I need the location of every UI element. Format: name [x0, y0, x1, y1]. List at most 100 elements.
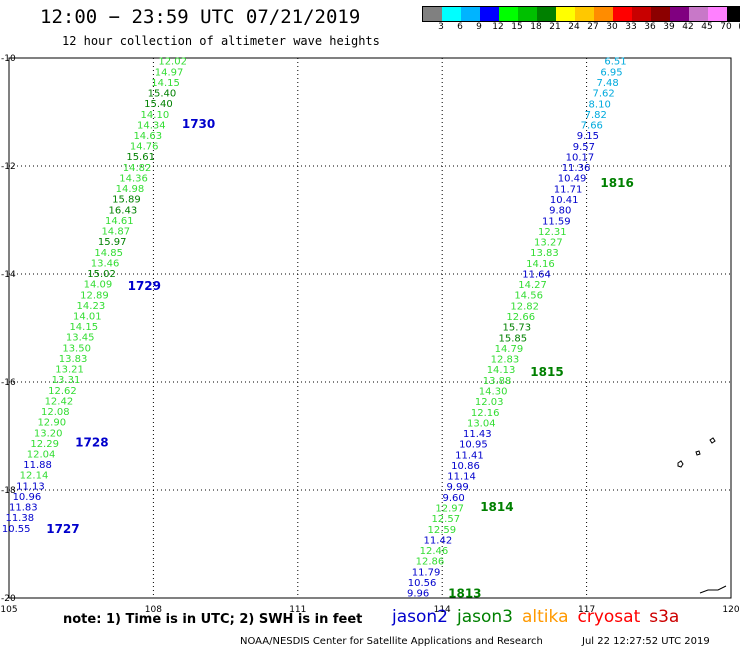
wave-height-value: 13.50 [62, 343, 91, 354]
wave-height-value: 11.64 [522, 269, 551, 280]
wave-height-value: 9.96 [407, 589, 429, 600]
wave-height-value: 10.56 [408, 578, 437, 589]
wave-height-value: 7.82 [585, 110, 607, 121]
wave-height-value: 13.27 [534, 238, 563, 249]
wave-height-value: 9.99 [446, 482, 468, 493]
wave-height-value: 7.48 [596, 78, 618, 89]
wave-height-value: 11.13 [16, 481, 45, 492]
wave-height-value: 12.42 [45, 396, 74, 407]
wave-height-value: 12.29 [30, 439, 59, 450]
wave-height-value: 15.97 [98, 237, 127, 248]
lat-tick-label: -16 [1, 378, 16, 388]
wave-height-value: 11.14 [447, 472, 476, 483]
wave-height-value: 12.57 [431, 514, 460, 525]
wave-height-value: 14.98 [116, 184, 145, 195]
wave-height-value: 10.95 [459, 440, 488, 451]
wave-height-value: 14.10 [141, 110, 170, 121]
wave-height-value: 12.16 [471, 408, 500, 419]
lat-tick-label: -12 [1, 162, 16, 172]
lon-tick-label: 120 [722, 605, 739, 615]
wave-height-value: 13.88 [483, 376, 512, 387]
color-swatch [499, 7, 518, 21]
lon-tick-label: 108 [145, 605, 162, 615]
wave-height-value: 12.03 [475, 397, 504, 408]
wave-height-value: 11.43 [463, 429, 492, 440]
color-swatch [556, 7, 575, 21]
wave-height-value: 14.30 [479, 386, 508, 397]
island-shape [695, 450, 701, 456]
wave-height-value: 12.90 [37, 418, 66, 429]
wave-height-value: 13.45 [66, 333, 95, 344]
color-swatch [480, 7, 499, 21]
wave-height-value: 12.02 [158, 57, 187, 68]
wave-height-value: 12.83 [491, 355, 520, 366]
lon-tick-label: 111 [289, 605, 306, 615]
wave-height-value: 14.27 [518, 280, 547, 291]
wave-height-value: 11.59 [542, 216, 571, 227]
wave-height-value: 12.46 [420, 546, 449, 557]
wave-height-value: 11.88 [23, 460, 52, 471]
wave-height-value: 13.31 [52, 375, 81, 386]
wave-height-value: 14.15 [69, 322, 98, 333]
wave-height-value: 15.89 [112, 195, 141, 206]
color-swatch [518, 7, 537, 21]
wave-height-value: 14.34 [137, 120, 166, 131]
wave-height-value: 7.62 [593, 89, 615, 100]
color-swatch [461, 7, 480, 21]
wave-height-value: 14.36 [119, 173, 148, 184]
wave-height-value: 12.14 [20, 471, 49, 482]
color-swatch [594, 7, 613, 21]
lat-tick-label: -10 [1, 54, 16, 64]
wave-height-value: 16.43 [109, 205, 138, 216]
color-swatch [575, 7, 594, 21]
legend-jason2: jason2 [392, 607, 448, 627]
pass-time-label: 1727 [46, 522, 79, 536]
pass-time-label: 1814 [480, 500, 513, 514]
color-scale-label: 9 [476, 22, 482, 32]
wave-height-value: 14.16 [526, 259, 555, 270]
wave-height-value: 12.97 [435, 503, 464, 514]
lon-tick-label: 117 [578, 605, 595, 615]
wave-height-value: 14.63 [133, 131, 162, 142]
legend-s3a: s3a [649, 607, 680, 627]
wave-height-value: 15.85 [499, 333, 528, 344]
page-title: 12:00 − 23:59 UTC 07/21/2019 [40, 6, 361, 28]
wave-height-value: 10.41 [550, 195, 579, 206]
color-swatch [632, 7, 651, 21]
wave-height-value: 14.13 [487, 365, 516, 376]
wave-height-value: 13.20 [34, 428, 63, 439]
color-scale-label: 24 [568, 22, 580, 32]
wave-height-value: 11.38 [5, 513, 34, 524]
wave-height-value: 10.49 [558, 174, 587, 185]
wave-height-value: 13.21 [55, 365, 84, 376]
wave-height-value: 10.96 [13, 492, 42, 503]
wave-height-value: 14.76 [130, 142, 159, 153]
wave-height-value: 13.46 [91, 258, 120, 269]
wave-height-value: 13.04 [467, 418, 496, 429]
wave-height-value: 8.10 [589, 99, 611, 110]
page-subtitle: 12 hour collection of altimeter wave hei… [62, 34, 380, 48]
wave-height-value: 9.57 [573, 142, 595, 153]
color-scale-label: 36 [644, 22, 656, 32]
legend-cryosat: cryosat [577, 607, 641, 627]
wave-height-value: 14.87 [101, 227, 130, 238]
wave-height-value: 12.82 [510, 301, 539, 312]
color-scale-label: 70 [720, 22, 732, 32]
color-swatch [442, 7, 461, 21]
color-scale-label: 33 [625, 22, 637, 32]
wave-height-value: 14.79 [495, 344, 524, 355]
color-scale-label: 6 [457, 22, 463, 32]
wave-height-value: 14.97 [155, 67, 184, 78]
generated-timestamp: Jul 22 12:27:52 UTC 2019 [582, 636, 710, 647]
color-scale-label: 18 [530, 22, 542, 32]
wave-height-value: 14.09 [84, 280, 113, 291]
map-frame [8, 57, 732, 599]
legend-jason3: jason3 [457, 607, 513, 627]
color-swatch [537, 7, 556, 21]
color-scale-label: 21 [549, 22, 561, 32]
wave-height-value: 12.66 [506, 312, 535, 323]
color-scale-label: (ft) [738, 22, 740, 32]
color-swatch [689, 7, 708, 21]
pass-time-label: 1729 [128, 279, 161, 293]
